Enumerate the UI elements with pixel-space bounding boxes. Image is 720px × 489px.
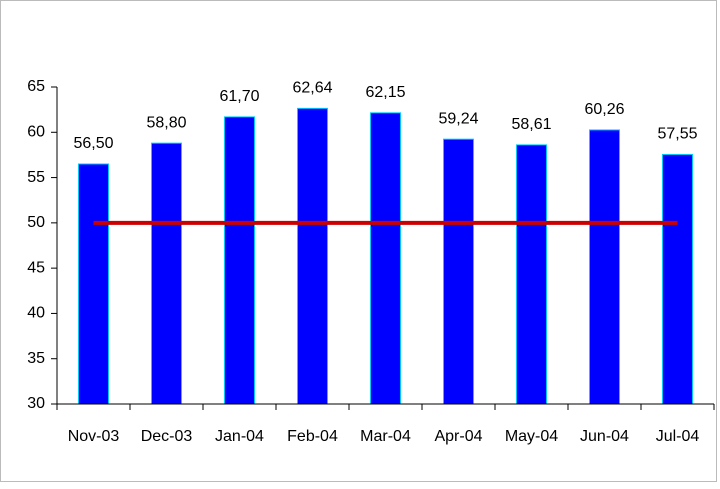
data-label: 60,26 <box>584 101 624 118</box>
x-tick-label: Jan-04 <box>215 428 264 445</box>
bar <box>151 142 182 405</box>
data-label: 61,70 <box>219 88 259 105</box>
y-tick-label: 60 <box>27 124 45 141</box>
data-label: 56,50 <box>73 135 113 152</box>
bar <box>589 129 620 405</box>
x-tick-label: Apr-04 <box>434 428 482 445</box>
bar <box>370 112 401 405</box>
x-tick-label: Dec-03 <box>141 428 193 445</box>
y-tick-label: 55 <box>27 169 45 186</box>
bar <box>662 153 693 405</box>
data-label: 62,15 <box>365 84 405 101</box>
bar <box>78 163 109 405</box>
bar <box>297 107 328 405</box>
data-label: 57,55 <box>657 126 697 143</box>
x-tick-label: Nov-03 <box>68 428 120 445</box>
y-tick-label: 40 <box>27 305 45 322</box>
data-label: 58,61 <box>511 116 551 133</box>
bar <box>224 116 255 405</box>
bar <box>516 144 547 405</box>
x-tick-label: Feb-04 <box>287 428 338 445</box>
y-tick-label: 65 <box>27 78 45 95</box>
data-label: 58,80 <box>146 114 186 131</box>
bar <box>443 138 474 405</box>
y-tick-label: 50 <box>27 214 45 231</box>
x-tick-label: Jun-04 <box>580 428 629 445</box>
x-tick-label: May-04 <box>505 428 558 445</box>
x-tick-label: Mar-04 <box>360 428 411 445</box>
data-label: 62,64 <box>292 80 332 97</box>
y-tick-label: 45 <box>27 259 45 276</box>
y-tick-label: 35 <box>27 350 45 367</box>
x-tick-label: Jul-04 <box>656 428 700 445</box>
data-label: 59,24 <box>438 110 478 127</box>
y-tick-label: 30 <box>27 395 45 412</box>
